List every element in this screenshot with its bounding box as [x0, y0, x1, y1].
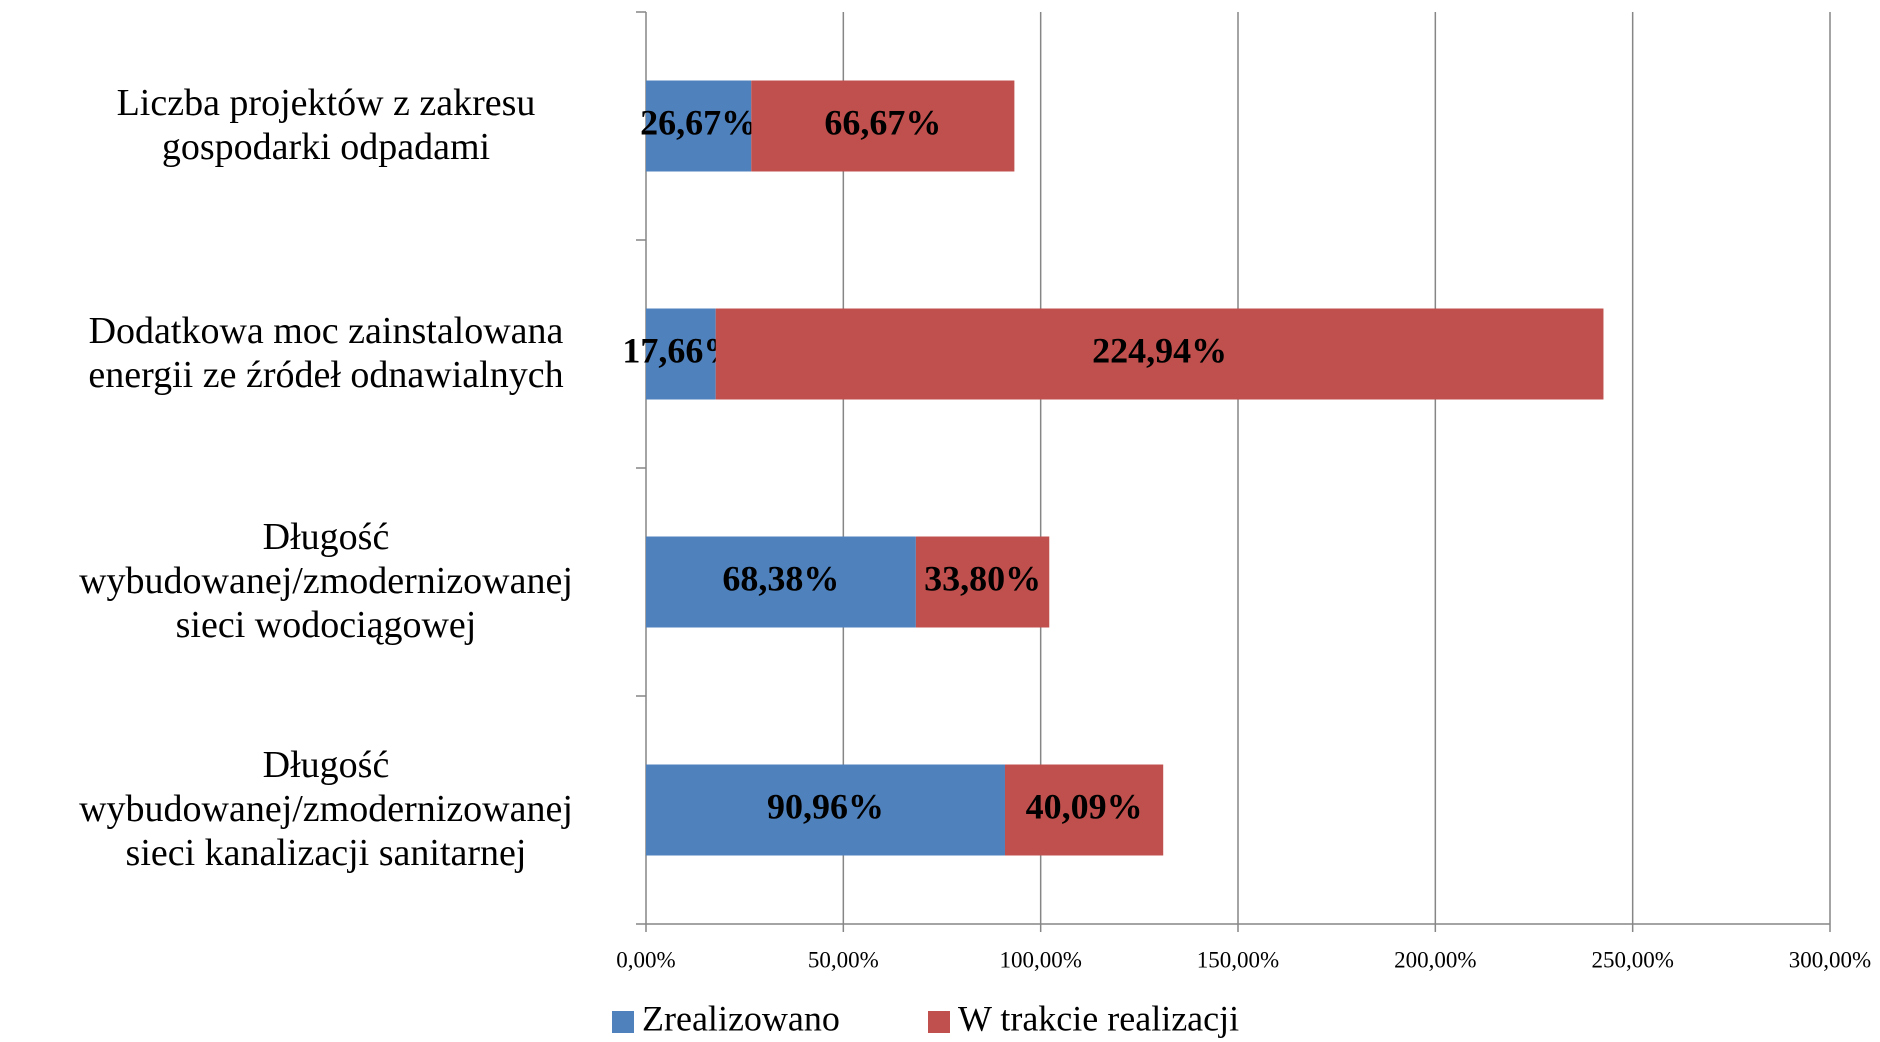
- x-tick-label: 150,00%: [1197, 947, 1279, 972]
- bar: [646, 308, 716, 400]
- x-tick-label: 50,00%: [808, 947, 879, 972]
- bar: [751, 80, 1015, 172]
- legend-swatch: [928, 1011, 950, 1033]
- bar: [715, 308, 1604, 400]
- bar: [646, 80, 752, 172]
- y-tick-label: Liczba projektów z zakresu gospodarki od…: [116, 82, 536, 168]
- bar: [1004, 764, 1164, 856]
- data-label: 40,09%: [1026, 786, 1143, 826]
- y-tick-label: Długość wybudowanej/zmodernizowanej siec…: [79, 516, 573, 646]
- legend-label: Zrealizowano: [642, 998, 840, 1038]
- bar: [646, 536, 916, 628]
- legend-label: W trakcie realizacji: [958, 998, 1239, 1038]
- x-tick-label: 250,00%: [1591, 947, 1673, 972]
- y-tick-label: Długość wybudowanej/zmodernizowanej siec…: [79, 744, 573, 874]
- x-tick-label: 300,00%: [1789, 947, 1871, 972]
- legend-swatch: [612, 1011, 634, 1033]
- data-label: 90,96%: [767, 786, 884, 826]
- data-label: 26,67%: [640, 102, 757, 142]
- data-label: 33,80%: [924, 558, 1041, 598]
- x-tick-label: 200,00%: [1394, 947, 1476, 972]
- bar: [646, 764, 1005, 856]
- data-label: 66,67%: [824, 102, 941, 142]
- bar: [915, 536, 1050, 628]
- x-tick-label: 0,00%: [616, 947, 675, 972]
- x-tick-label: 100,00%: [999, 947, 1081, 972]
- data-label: 224,94%: [1092, 330, 1227, 370]
- y-tick-label: Dodatkowa moc zainstalowana energii ze ź…: [88, 310, 564, 396]
- data-label: 68,38%: [722, 558, 839, 598]
